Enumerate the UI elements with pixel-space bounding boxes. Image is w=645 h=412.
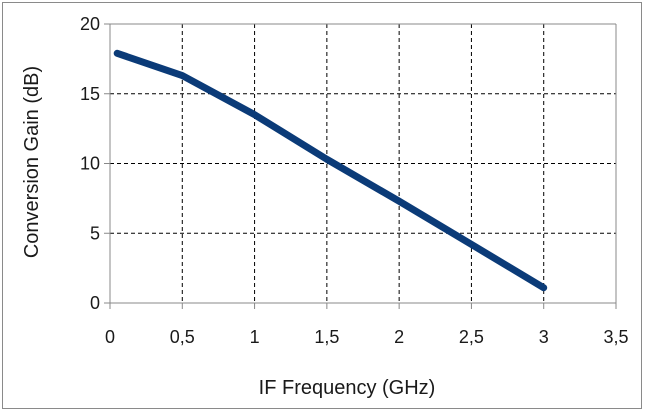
series-layer [113, 49, 548, 292]
x-tick-label: 2,5 [459, 327, 484, 347]
axes [104, 23, 617, 309]
x-tick-label: 0,5 [170, 327, 195, 347]
x-axis-title: IF Frequency (GHz) [259, 377, 436, 399]
y-tick-label: 10 [80, 154, 100, 174]
x-tick-labels: 0 0,5 1 1,5 2 2,5 3 3,5 [105, 327, 629, 347]
y-axis-title: Conversion Gain (dB) [21, 66, 43, 258]
y-tick-labels: 0 5 10 15 20 [80, 14, 100, 313]
x-tick-label: 3,5 [603, 327, 628, 347]
y-tick-label: 0 [90, 293, 100, 313]
grid [110, 24, 616, 303]
y-tick-label: 15 [80, 84, 100, 104]
x-tick-label: 1 [250, 327, 260, 347]
x-tick-label: 3 [539, 327, 549, 347]
series-line-0 [113, 49, 548, 292]
y-tick-label: 20 [80, 14, 100, 34]
x-tick-label: 0 [105, 327, 115, 347]
x-tick-label: 1,5 [314, 327, 339, 347]
y-tick-label: 5 [90, 223, 100, 243]
x-tick-label: 2 [394, 327, 404, 347]
